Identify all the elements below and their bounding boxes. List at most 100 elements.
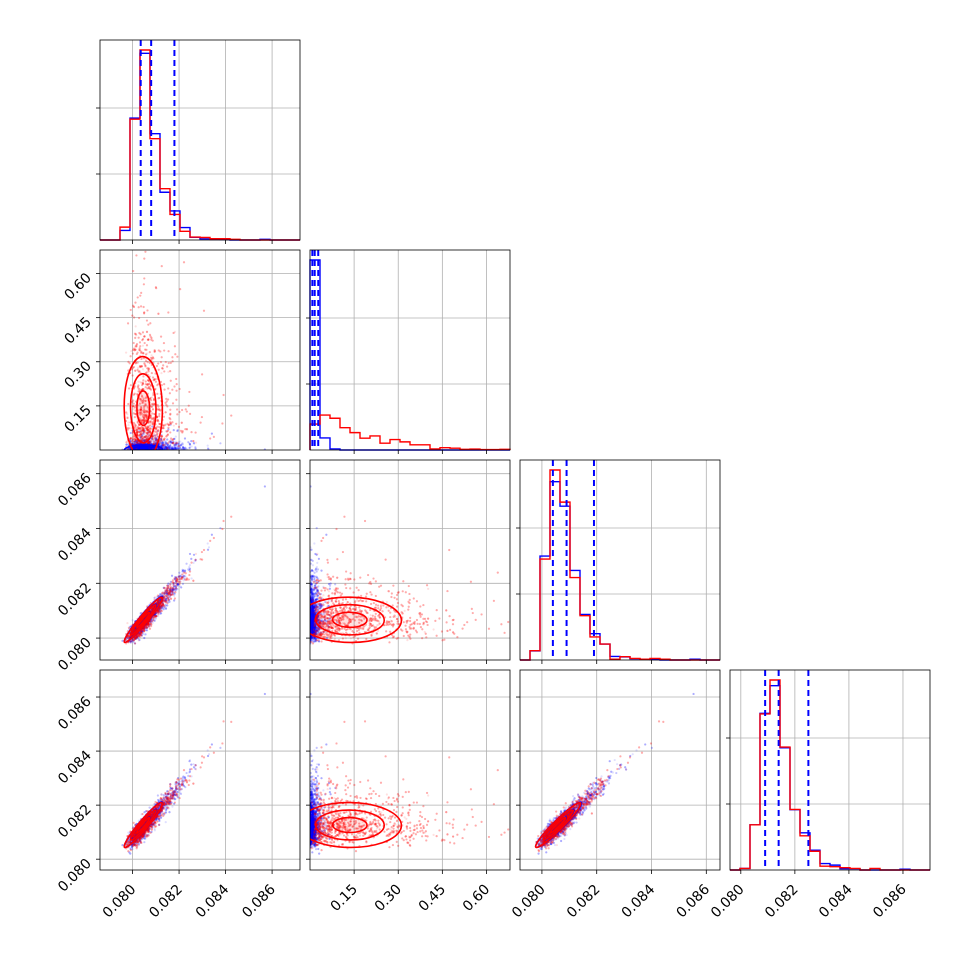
scatter-point — [194, 447, 197, 450]
scatter-point — [175, 441, 178, 445]
scatter-point — [151, 422, 155, 426]
scatter-point — [164, 444, 168, 447]
scatter-point — [150, 437, 154, 440]
scatter-point — [148, 361, 151, 365]
scatter-point — [142, 352, 145, 355]
scatter-point — [160, 444, 163, 447]
scatter-point — [142, 439, 145, 442]
scatter-point — [176, 429, 179, 433]
scatter-point — [173, 385, 176, 388]
scatter-point — [169, 439, 172, 442]
scatter-point — [139, 345, 142, 348]
scatter-point — [140, 430, 143, 433]
scatter-point — [176, 429, 179, 433]
scatter-point — [131, 442, 134, 445]
scatter-point — [161, 444, 164, 447]
scatter-point — [181, 446, 185, 449]
scatter-point — [146, 442, 149, 445]
scatter-point — [174, 448, 177, 450]
scatter-point — [166, 447, 169, 450]
scatter-point — [143, 230, 145, 232]
scatter-point — [136, 392, 139, 396]
scatter-point — [163, 383, 166, 386]
scatter-point — [230, 414, 233, 417]
scatter-point — [210, 432, 213, 435]
scatter-point — [172, 331, 175, 335]
scatter-point — [145, 437, 148, 440]
scatter-point — [169, 439, 172, 442]
scatter-point — [145, 435, 148, 438]
scatter-point — [171, 447, 174, 450]
scatter-point — [210, 432, 213, 435]
scatter-point — [140, 435, 143, 438]
scatter-point — [219, 442, 222, 445]
scatter-point — [128, 448, 131, 450]
scatter-point — [174, 446, 177, 449]
scatter-point — [163, 447, 166, 450]
scatter-point — [153, 441, 156, 444]
scatter-point — [171, 440, 175, 443]
scatter-point — [165, 447, 168, 450]
scatter-point — [167, 445, 170, 448]
scatter-point — [163, 349, 166, 352]
scatter-point — [159, 440, 162, 444]
scatter-point — [180, 408, 184, 412]
scatter-point — [167, 350, 170, 353]
scatter-point — [153, 412, 156, 416]
scatter-point — [174, 446, 177, 449]
scatter-point — [157, 405, 160, 408]
scatter-point — [161, 444, 164, 448]
scatter-point — [138, 331, 141, 335]
scatter-point — [147, 441, 151, 444]
scatter-point — [143, 434, 147, 437]
scatter-point — [135, 439, 138, 442]
scatter-point — [145, 319, 149, 322]
scatter-point — [176, 355, 179, 358]
scatter-point — [158, 215, 160, 217]
scatter-point — [222, 393, 225, 397]
scatter-point — [169, 441, 172, 444]
scatter-point — [134, 448, 137, 450]
scatter-point — [136, 439, 139, 442]
scatter-point — [175, 442, 178, 445]
scatter-point — [146, 431, 150, 434]
scatter-point — [153, 434, 156, 437]
scatter-point — [166, 447, 169, 450]
scatter-point — [174, 448, 177, 450]
scatter-point — [188, 443, 192, 446]
scatter-point — [152, 440, 155, 443]
scatter-point — [149, 420, 152, 423]
scatter-point — [166, 438, 169, 441]
scatter-point — [138, 442, 141, 445]
scatter-point — [155, 438, 159, 441]
scatter-point — [149, 442, 152, 445]
scatter-point — [174, 447, 177, 450]
scatter-point — [155, 364, 158, 368]
scatter-point — [162, 446, 166, 449]
scatter-point — [164, 446, 167, 449]
scatter-point — [131, 443, 134, 446]
scatter-point — [143, 428, 146, 432]
scatter-point — [135, 441, 138, 444]
scatter-point — [175, 442, 178, 445]
scatter-point — [134, 362, 138, 365]
scatter-point — [171, 441, 174, 444]
scatter-point — [151, 425, 154, 428]
scatter-point — [139, 432, 142, 436]
scatter-point — [184, 447, 187, 450]
scatter-point — [150, 447, 153, 450]
scatter-point — [143, 230, 145, 232]
scatter-point — [166, 447, 170, 450]
scatter-point — [176, 408, 179, 411]
scatter-point — [125, 443, 128, 446]
scatter-point — [132, 440, 136, 443]
scatter-point — [128, 362, 131, 365]
scatter-point — [129, 431, 132, 435]
scatter-point — [142, 439, 145, 442]
scatter-point — [162, 427, 165, 430]
scatter-point — [158, 447, 161, 450]
scatter-point — [132, 421, 135, 424]
scatter-point — [157, 447, 160, 450]
scatter-point — [161, 442, 164, 445]
scatter-point — [173, 444, 176, 447]
